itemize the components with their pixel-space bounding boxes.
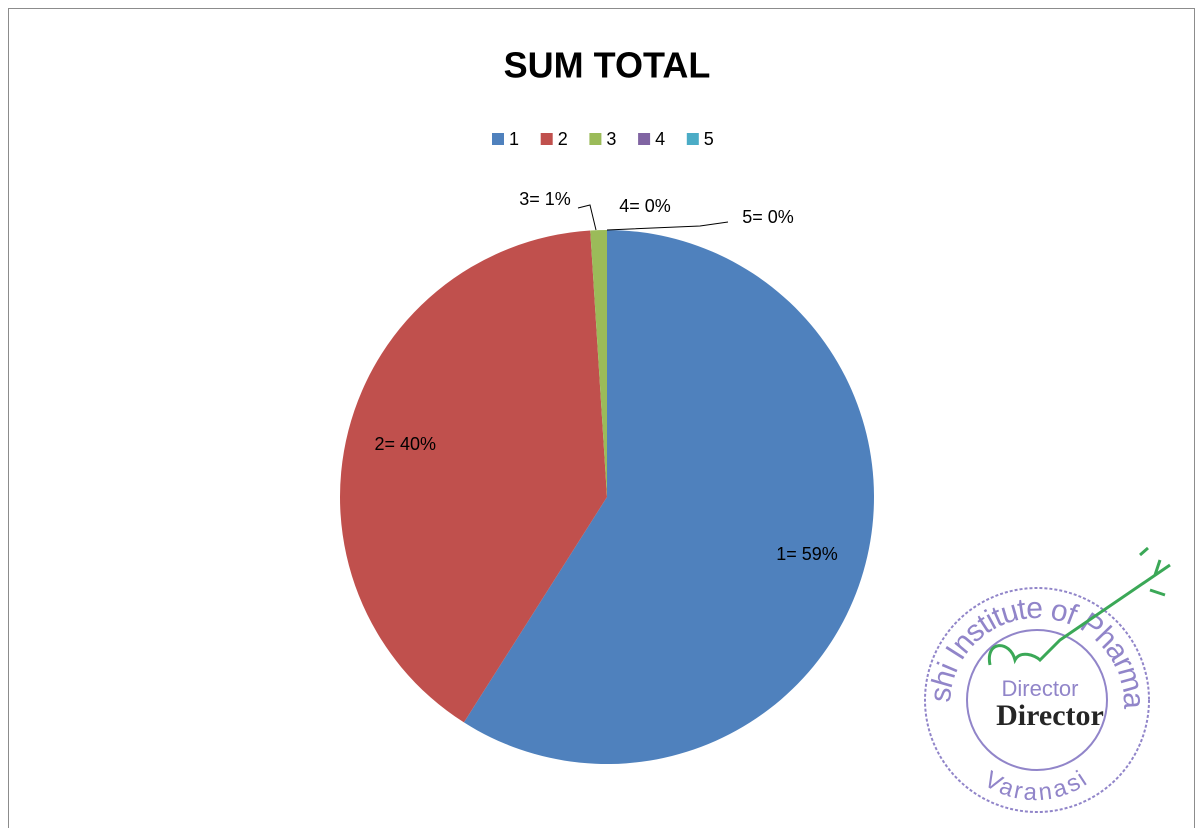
leader-line xyxy=(577,204,597,231)
data-label: 3= 1% xyxy=(519,189,571,209)
stamp-ring xyxy=(924,587,1150,813)
stamp-ring xyxy=(966,629,1108,771)
pie-slice xyxy=(463,230,875,764)
legend-swatch xyxy=(589,133,602,145)
data-label: 1= 59% xyxy=(776,544,838,564)
legend-swatch xyxy=(540,133,553,145)
legend-swatch xyxy=(686,133,699,145)
pie-slice xyxy=(340,230,607,723)
stamp-signature: Director xyxy=(996,699,1104,732)
signature-stroke xyxy=(1139,546,1166,597)
legend-swatch xyxy=(492,133,504,145)
legend-label: 2 xyxy=(558,129,568,149)
leader-line xyxy=(606,221,729,231)
stamp-center: Director xyxy=(1001,676,1078,701)
data-label: 2= 40% xyxy=(375,434,437,454)
legend-label: 5 xyxy=(704,129,714,149)
legend-swatch xyxy=(638,133,651,145)
pie-slice xyxy=(590,230,607,497)
signature-stroke xyxy=(987,563,1171,666)
legend-label: 4 xyxy=(655,129,665,149)
legend-label: 3 xyxy=(606,129,616,149)
chart-title: SUM TOTAL xyxy=(504,45,711,86)
data-label: 4= 0% xyxy=(619,196,671,216)
data-label: 5= 0% xyxy=(742,207,794,227)
legend-label: 1 xyxy=(509,129,519,149)
